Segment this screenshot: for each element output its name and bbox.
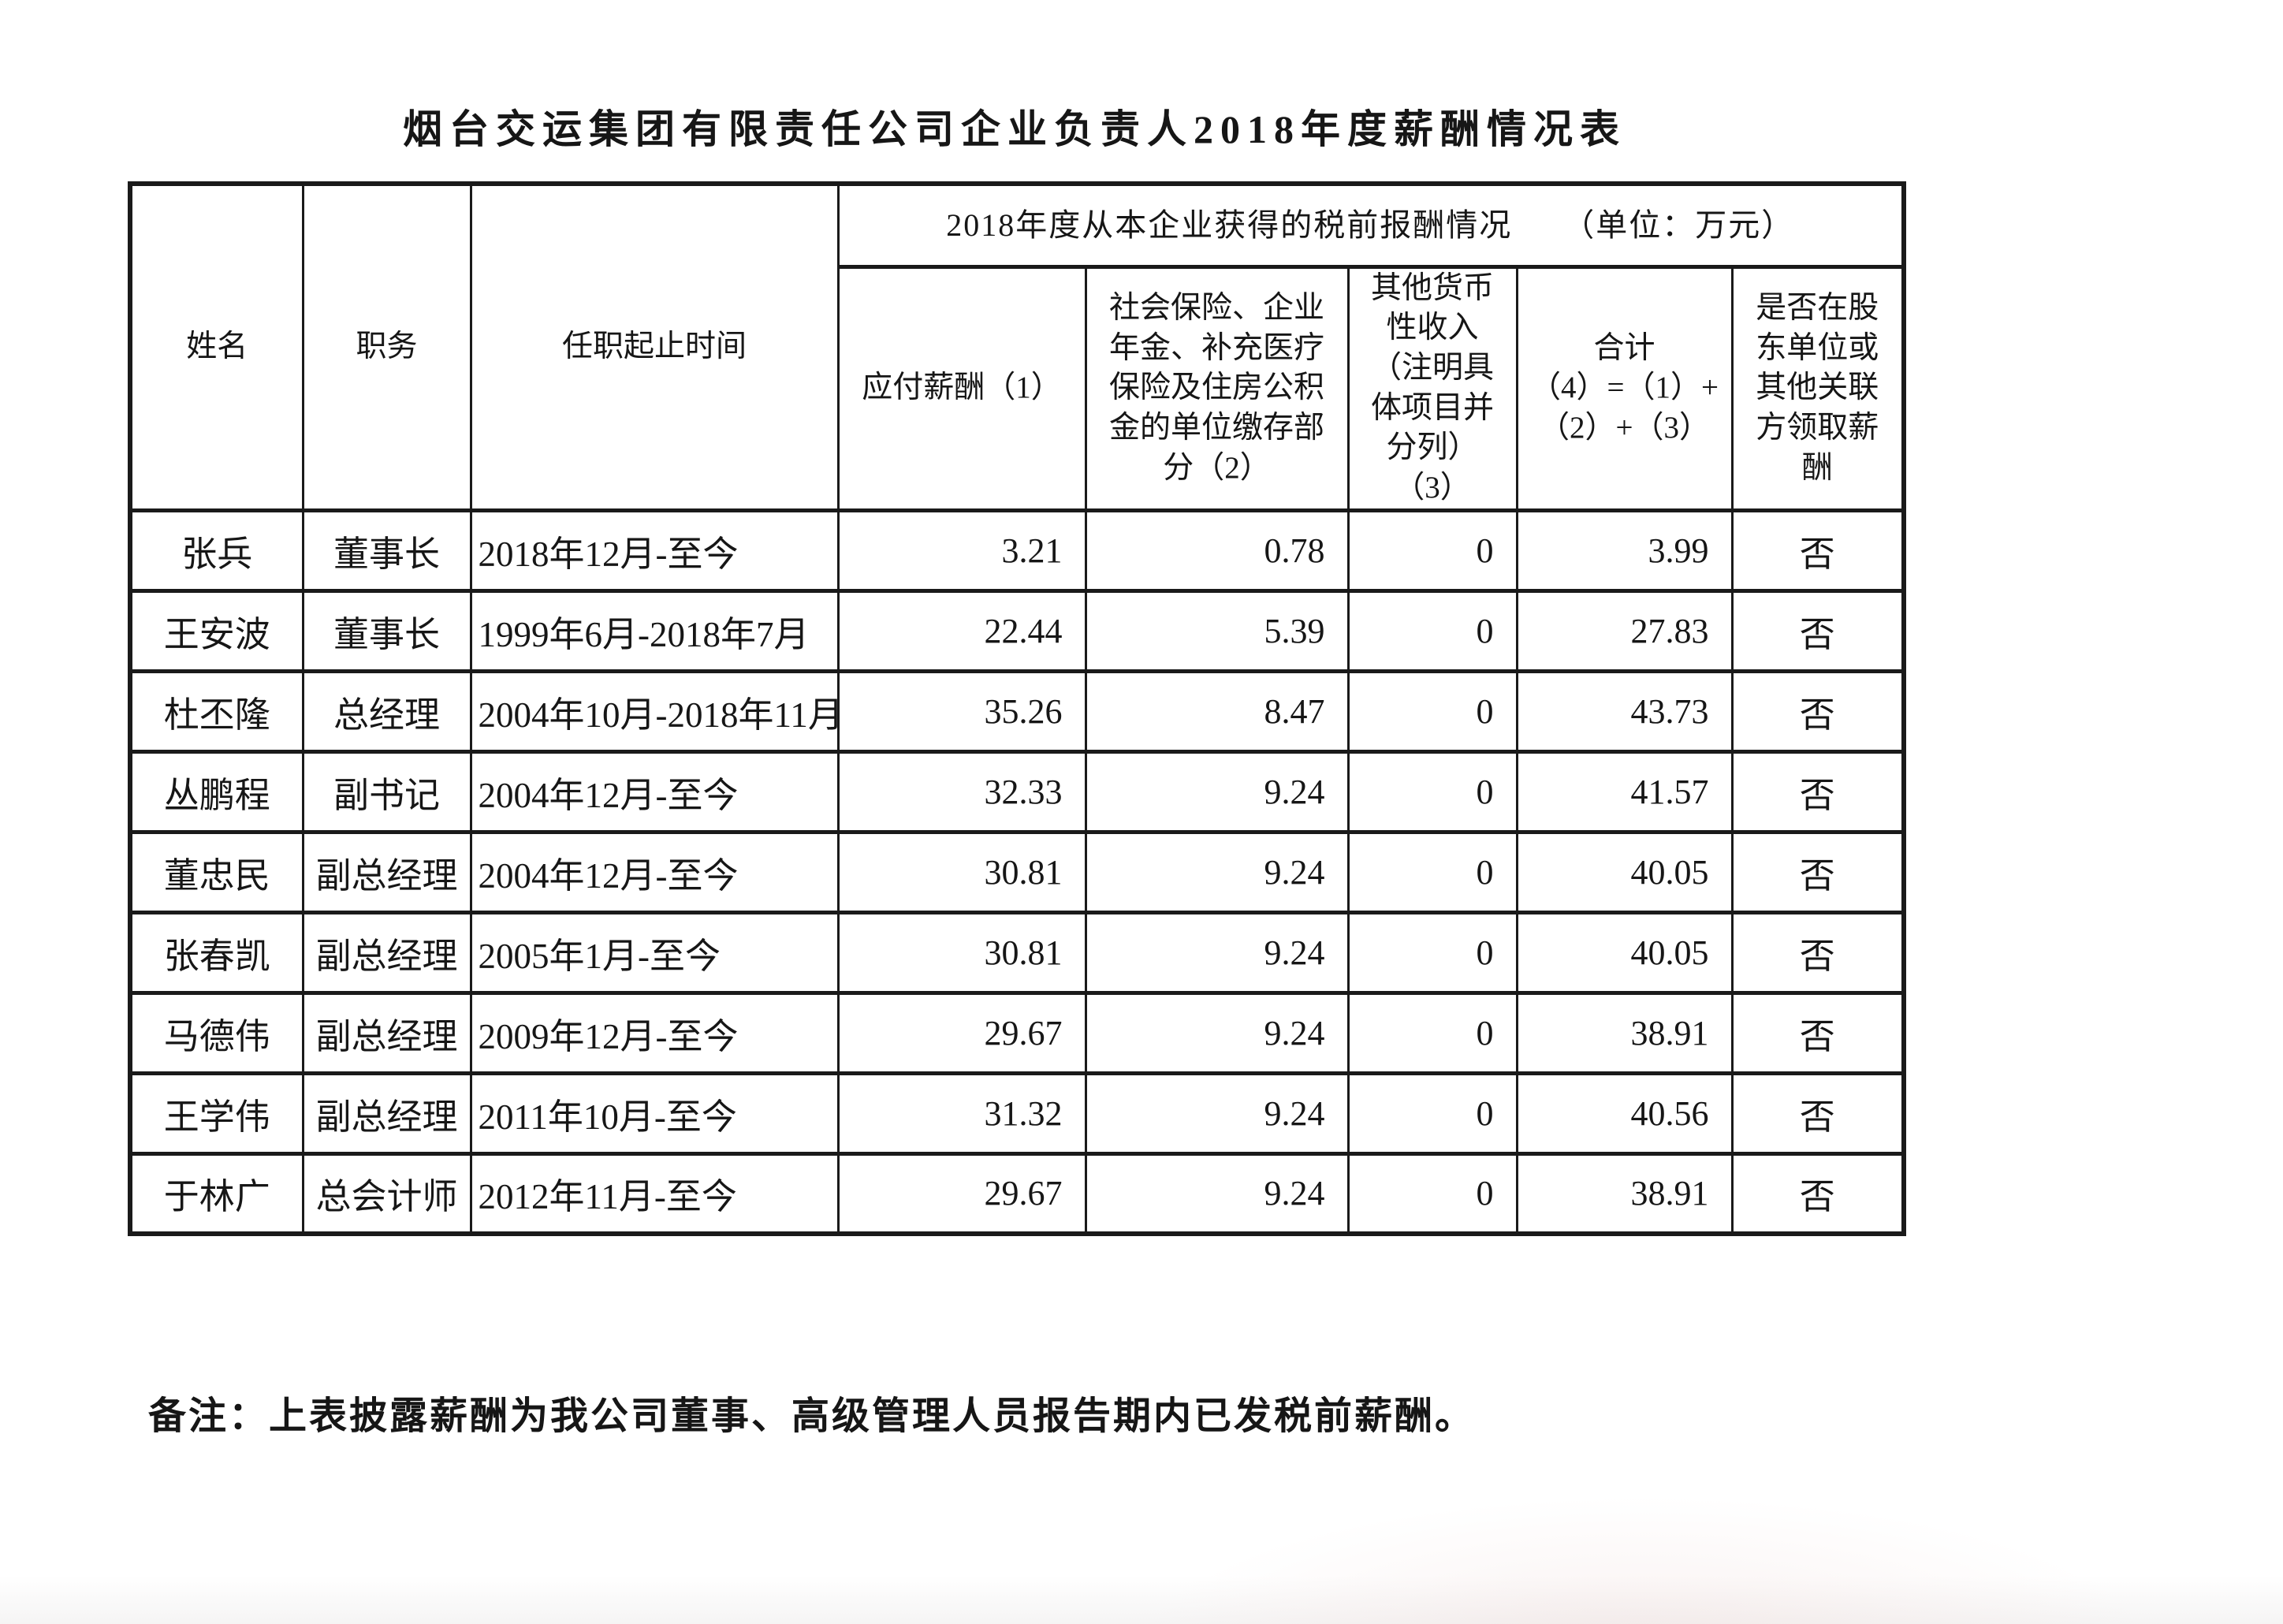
cell-tenure: 2004年10月-2018年11月 [469,669,840,754]
cell-salary: 35.26 [836,669,1087,754]
cell-total: 43.73 [1515,669,1734,754]
cell-position: 总会计师 [301,1151,472,1236]
cell-name: 杜丕隆 [128,669,304,754]
table-row: 张春凯 副总经理 2005年1月-至今 30.81 9.24 0 40.05 否 [128,910,1905,995]
table-row: 于林广 总会计师 2012年11月-至今 29.67 9.24 0 38.91 … [128,1151,1905,1236]
cell-tenure: 2018年12月-至今 [469,508,840,593]
cell-position: 副总经理 [301,910,472,995]
cell-related: 否 [1730,829,1905,914]
table-row: 董忠民 副总经理 2004年12月-至今 30.81 9.24 0 40.05 … [128,829,1905,914]
cell-insurance: 9.24 [1084,829,1350,914]
table-row: 王安波 董事长 1999年6月-2018年7月 22.44 5.39 0 27.… [128,588,1905,673]
cell-total: 3.99 [1515,508,1734,593]
cell-tenure: 2012年11月-至今 [469,1151,840,1236]
cell-other: 0 [1346,990,1518,1075]
cell-position: 副总经理 [301,1071,472,1156]
col-header-position: 职务 [301,181,472,512]
cell-other: 0 [1346,1151,1518,1236]
cell-name: 马德伟 [128,990,304,1075]
cell-salary: 31.32 [836,1071,1087,1156]
table-row: 丛鹏程 副书记 2004年12月-至今 32.33 9.24 0 41.57 否 [128,749,1905,834]
footnote: 备注：上表披露薪酬为我公司董事、高级管理人员报告期内已发税前薪酬。 [148,1395,1476,1437]
col-header-total: 合计 （4）=（1）+ （2）+（3） [1515,264,1734,512]
cell-related: 否 [1730,508,1905,593]
cell-salary: 29.67 [836,1151,1087,1236]
cell-total: 38.91 [1515,1151,1734,1236]
cell-insurance: 9.24 [1084,1071,1350,1156]
cell-position: 副书记 [301,749,472,834]
cell-related: 否 [1730,669,1905,754]
cell-total: 38.91 [1515,990,1734,1075]
cell-salary: 30.81 [836,910,1087,995]
cell-position: 副总经理 [301,990,472,1075]
cell-position: 董事长 [301,588,472,673]
cell-name: 王学伟 [128,1071,304,1156]
cell-insurance: 0.78 [1084,508,1350,593]
cell-total: 27.83 [1515,588,1734,673]
col-header-name: 姓名 [128,181,304,512]
cell-other: 0 [1346,588,1518,673]
cell-salary: 29.67 [836,990,1087,1075]
cell-name: 丛鹏程 [128,749,304,834]
col-header-other-income: 其他货币 性收入 （注明具 体项目并 分列） （3） [1346,264,1518,512]
cell-other: 0 [1346,749,1518,834]
cell-insurance: 5.39 [1084,588,1350,673]
cell-insurance: 9.24 [1084,1151,1350,1236]
cell-related: 否 [1730,588,1905,673]
cell-salary: 22.44 [836,588,1087,673]
cell-tenure: 2004年12月-至今 [469,829,840,914]
cell-tenure: 2011年10月-至今 [469,1071,840,1156]
table-row: 王学伟 副总经理 2011年10月-至今 31.32 9.24 0 40.56 … [128,1071,1905,1156]
page-title: 烟台交运集团有限责任公司企业负责人2018年度薪酬情况表 [403,107,1626,151]
table-row: 张兵 董事长 2018年12月-至今 3.21 0.78 0 3.99 否 [128,508,1905,593]
salary-table: 姓名 职务 任职起止时间 2018年度从本企业获得的税前报酬情况 （单位：万元）… [128,181,1907,1237]
cell-insurance: 9.24 [1084,910,1350,995]
cell-other: 0 [1346,829,1518,914]
table-row: 马德伟 副总经理 2009年12月-至今 29.67 9.24 0 38.91 … [128,990,1905,1075]
cell-position: 副总经理 [301,829,472,914]
cell-name: 王安波 [128,588,304,673]
cell-tenure: 2004年12月-至今 [469,749,840,834]
table-row: 杜丕隆 总经理 2004年10月-2018年11月 35.26 8.47 0 4… [128,669,1905,754]
group-header-pretax-pay: 2018年度从本企业获得的税前报酬情况 （单位：万元） [836,181,1905,269]
cell-other: 0 [1346,508,1518,593]
cell-position: 总经理 [301,669,472,754]
header-row-columns: 应付薪酬（1） 社会保险、企业 年金、补充医疗 保险及住房公积 金的单位缴存部 … [130,264,1905,512]
cell-total: 40.56 [1515,1071,1734,1156]
cell-tenure: 1999年6月-2018年7月 [469,588,840,673]
col-header-tenure: 任职起止时间 [469,181,840,512]
cell-salary: 32.33 [836,749,1087,834]
cell-position: 董事长 [301,508,472,593]
col-header-related-pay: 是否在股 东单位或 其他关联 方领取薪 酬 [1730,264,1905,512]
cell-salary: 3.21 [836,508,1087,593]
cell-insurance: 9.24 [1084,749,1350,834]
cell-related: 否 [1730,990,1905,1075]
cell-related: 否 [1730,749,1905,834]
col-header-insurance: 社会保险、企业 年金、补充医疗 保险及住房公积 金的单位缴存部 分（2） [1084,264,1350,512]
cell-name: 张春凯 [128,910,304,995]
cell-other: 0 [1346,669,1518,754]
cell-total: 41.57 [1515,749,1734,834]
cell-related: 否 [1730,910,1905,995]
cell-other: 0 [1346,1071,1518,1156]
cell-insurance: 9.24 [1084,990,1350,1075]
cell-name: 张兵 [128,508,304,593]
cell-tenure: 2005年1月-至今 [469,910,840,995]
cell-total: 40.05 [1515,829,1734,914]
cell-total: 40.05 [1515,910,1734,995]
cell-related: 否 [1730,1071,1905,1156]
cell-name: 于林广 [128,1151,304,1236]
cell-salary: 30.81 [836,829,1087,914]
cell-related: 否 [1730,1151,1905,1236]
cell-tenure: 2009年12月-至今 [469,990,840,1075]
col-header-salary: 应付薪酬（1） [836,264,1087,512]
cell-name: 董忠民 [128,829,304,914]
header-row-group: 姓名 职务 任职起止时间 2018年度从本企业获得的税前报酬情况 （单位：万元） [128,181,1905,512]
cell-insurance: 8.47 [1084,669,1350,754]
cell-other: 0 [1346,910,1518,995]
